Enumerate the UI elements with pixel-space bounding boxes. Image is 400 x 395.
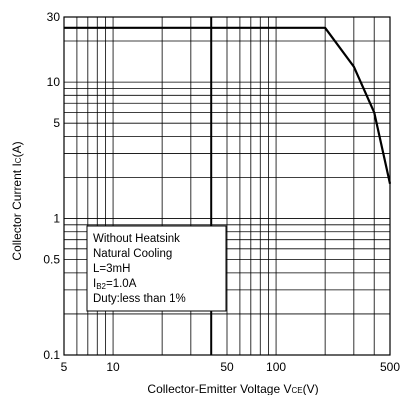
- x-tick-labels: 5 10 50 100 500: [61, 360, 400, 374]
- y-tick-labels: 30 10 5 1 0.5 0.1: [43, 10, 60, 362]
- y-axis-title-subscript: C: [14, 157, 23, 163]
- y-tick-label: 10: [47, 75, 61, 89]
- plot-border: [63, 16, 391, 356]
- x-tick-label: 100: [266, 360, 286, 374]
- x-axis-title-unit: (V): [303, 382, 319, 395]
- y-tick-label: 0.5: [43, 253, 60, 267]
- annotation-line: Natural Cooling: [93, 248, 172, 260]
- x-axis-title-main: Collector-Emitter Voltage V: [147, 382, 291, 395]
- x-tick-label: 10: [106, 360, 120, 374]
- y-tick-label: 5: [53, 116, 60, 130]
- x-axis-title-subscript: CE: [291, 386, 302, 395]
- y-axis-title-main: Collector Current I: [10, 163, 24, 260]
- soa-curve: [64, 26, 392, 184]
- conditions-annotation: Without Heatsink Natural Cooling L=3mH IB2=…: [86, 225, 227, 312]
- annotation-line: Duty:less than 1%: [93, 293, 186, 305]
- y-axis-title-unit: (A): [10, 141, 24, 157]
- annotation-line: L=3mH: [93, 263, 130, 275]
- x-tick-label: 5: [61, 360, 68, 374]
- annotation-line: Without Heatsink: [93, 233, 180, 245]
- x-axis-title: Collector-Emitter Voltage VCE(V): [147, 382, 318, 395]
- grid: [64, 17, 390, 355]
- annotation-line: IB2=1.0A: [93, 278, 137, 291]
- x-tick-label: 500: [380, 360, 400, 374]
- annotation-box: [86, 225, 227, 312]
- y-tick-label: 30: [47, 10, 61, 24]
- y-axis-title: Collector Current IC(A): [10, 141, 24, 260]
- x-tick-label: 50: [220, 360, 234, 374]
- y-tick-label: 1: [53, 212, 60, 226]
- y-tick-label: 0.1: [43, 348, 60, 362]
- series-group: [64, 26, 392, 184]
- plot-frame: [63, 16, 391, 356]
